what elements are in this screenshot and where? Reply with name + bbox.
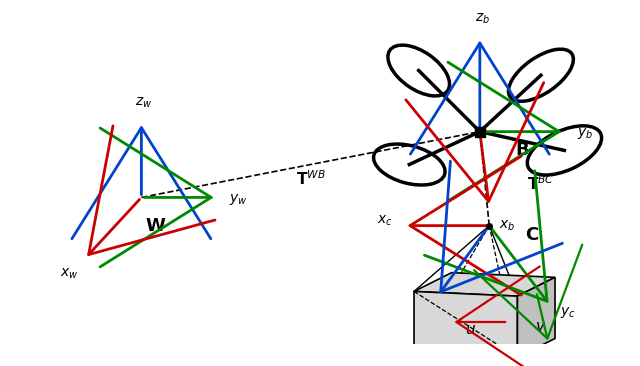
Text: $\mathbf{T}^{WB}$: $\mathbf{T}^{WB}$ [296,169,326,188]
Text: $y_w$: $y_w$ [229,192,247,207]
Text: W: W [145,217,165,235]
Text: $x_w$: $x_w$ [60,267,78,281]
Polygon shape [517,277,555,357]
Text: $v$: $v$ [535,319,547,334]
Text: $\mathbf{T}^{BC}$: $\mathbf{T}^{BC}$ [527,174,554,193]
Text: $z_c$: $z_c$ [420,309,435,323]
Text: $y_c$: $y_c$ [560,305,575,320]
Text: $x_b$: $x_b$ [499,218,515,232]
Text: $x_c$: $x_c$ [376,214,392,228]
Text: $y_b$: $y_b$ [577,126,593,141]
Text: $z_b$: $z_b$ [475,12,490,26]
Polygon shape [414,291,517,357]
Text: B: B [515,141,529,160]
Text: C: C [525,226,538,244]
Text: $z_w$: $z_w$ [134,96,152,110]
Polygon shape [414,273,555,296]
Text: $u$: $u$ [465,322,476,337]
